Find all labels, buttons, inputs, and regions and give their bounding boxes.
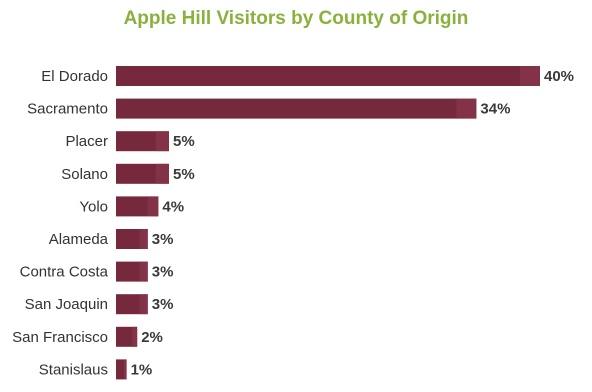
category-label: Yolo: [79, 198, 108, 215]
bar-tip: [139, 294, 148, 315]
value-label: 3%: [152, 264, 174, 281]
bar-tip: [155, 131, 169, 152]
value-label: 3%: [152, 231, 174, 248]
bar-tip: [456, 98, 477, 119]
bar: [116, 98, 477, 119]
value-label: 3%: [152, 296, 174, 313]
category-label: San Joaquin: [25, 296, 108, 313]
value-label: 1%: [131, 361, 153, 378]
category-label: El Dorado: [41, 68, 108, 85]
value-label: 5%: [173, 166, 195, 183]
category-label: Solano: [61, 166, 108, 183]
category-label: Contra Costa: [20, 264, 109, 281]
value-label: 34%: [480, 101, 510, 118]
bar: [116, 66, 540, 86]
value-label: 40%: [544, 68, 574, 85]
bar-tip: [139, 261, 148, 282]
category-label: Alameda: [49, 231, 109, 248]
bar-tip: [155, 163, 169, 184]
value-label: 4%: [162, 198, 184, 215]
category-label: Placer: [65, 133, 108, 150]
bar-tip: [131, 326, 138, 347]
category-label: Stanislaus: [39, 361, 108, 378]
category-label: San Francisco: [12, 329, 108, 346]
value-label: 2%: [141, 329, 163, 346]
bar-tip: [123, 359, 127, 380]
bar: [116, 196, 159, 217]
chart-title: Apple Hill Visitors by County of Origin: [123, 8, 469, 29]
bar-tip: [147, 196, 159, 217]
value-label: 5%: [173, 133, 195, 150]
bar-tip: [520, 66, 540, 86]
category-label: Sacramento: [27, 101, 108, 118]
bar: [116, 359, 127, 380]
bar-tip: [139, 229, 148, 249]
